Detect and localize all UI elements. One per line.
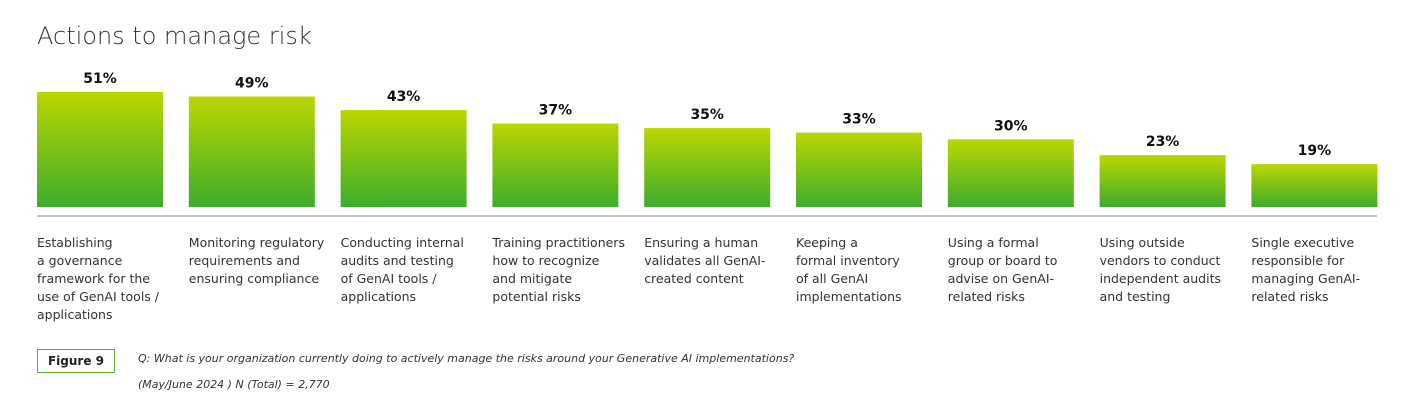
bar [188, 96, 315, 207]
category-label: Using outside vendors to conduct indepen… [1099, 235, 1221, 304]
chart-title: Actions to manage risk [37, 22, 312, 50]
category-label: Ensuring a human validates all GenAI- cr… [644, 235, 766, 286]
value-label: 19% [1298, 143, 1332, 159]
note: (May/June 2024 ) N (Total) = 2,770 [138, 378, 330, 391]
bar [947, 139, 1074, 207]
value-label: 51% [83, 71, 117, 87]
value-label: 37% [539, 103, 573, 119]
category-label: Conducting internal audits and testing o… [340, 235, 464, 304]
bar [1099, 155, 1226, 207]
value-label: 43% [387, 89, 421, 105]
bar [492, 123, 619, 207]
category-label: Monitoring regulatory requirements and e… [188, 235, 325, 286]
category-label: Using a formal group or board to advise … [947, 235, 1058, 304]
value-label: 23% [1146, 134, 1180, 150]
bar [644, 128, 771, 207]
bar [37, 92, 163, 207]
value-label: 35% [690, 107, 724, 123]
category-label: Single executive responsible for managin… [1251, 235, 1361, 304]
bar [340, 110, 467, 207]
figure-label: Figure 9 [37, 349, 115, 373]
bar [1251, 164, 1378, 207]
bar [796, 132, 922, 207]
question: Q: What is your organization currently d… [138, 352, 795, 365]
value-label: 49% [235, 76, 269, 92]
value-label: 33% [842, 112, 876, 128]
category-label: Establishing a governance framework for … [37, 235, 159, 322]
category-label: Training practitioners how to recognize … [492, 235, 625, 304]
category-label: Keeping a formal inventory of all GenAI … [796, 235, 902, 304]
value-label: 30% [994, 118, 1028, 134]
